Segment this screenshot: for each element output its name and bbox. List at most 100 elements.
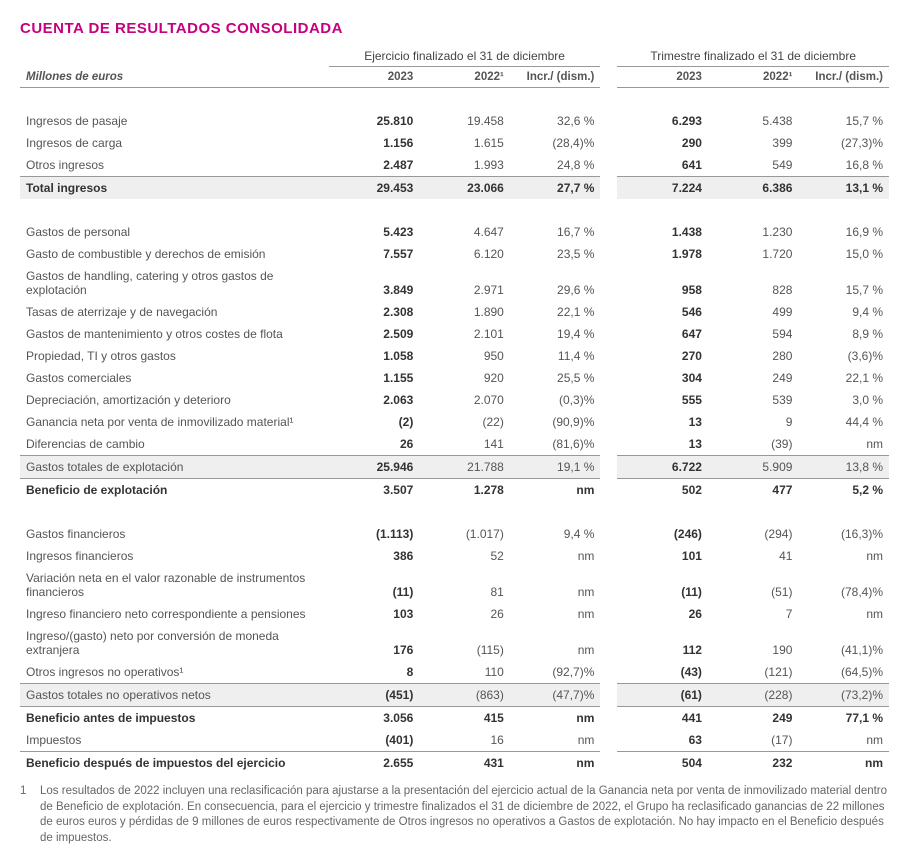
table-row: Gastos comerciales1.15592025,5 %30424922… xyxy=(20,367,889,389)
cell-yi: (81,6)% xyxy=(510,433,601,456)
cell-q22: 5.438 xyxy=(708,110,799,132)
table-row: Depreciación, amortización y deterioro2.… xyxy=(20,389,889,411)
cell-yi: 9,4 % xyxy=(510,523,601,545)
table-row: Gastos totales de explotación25.94621.78… xyxy=(20,456,889,479)
cell-qi: 13,1 % xyxy=(798,177,889,200)
cell-q22: (39) xyxy=(708,433,799,456)
cell-q22: 5.909 xyxy=(708,456,799,479)
cell-q23: 6.722 xyxy=(617,456,708,479)
table-row: Total ingresos29.45323.06627,7 %7.2246.3… xyxy=(20,177,889,200)
cell-q22: 280 xyxy=(708,345,799,367)
cell-y22: 16 xyxy=(419,729,510,752)
cell-qi: 16,8 % xyxy=(798,154,889,177)
row-label: Propiedad, TI y otros gastos xyxy=(20,345,329,367)
table-row: Variación neta en el valor razonable de … xyxy=(20,567,889,603)
cell-q23: 13 xyxy=(617,411,708,433)
row-label: Gastos de handling, catering y otros gas… xyxy=(20,265,329,301)
cell-q22: 1.720 xyxy=(708,243,799,265)
cell-qi: (16,3)% xyxy=(798,523,889,545)
cell-q22: 499 xyxy=(708,301,799,323)
cell-qi: 8,9 % xyxy=(798,323,889,345)
cell-q22: 828 xyxy=(708,265,799,301)
cell-y22: 21.788 xyxy=(419,456,510,479)
row-label: Ingresos financieros xyxy=(20,545,329,567)
cell-q23: 6.293 xyxy=(617,110,708,132)
cell-yi: 29,6 % xyxy=(510,265,601,301)
cell-y23: 26 xyxy=(329,433,420,456)
cell-y22: (863) xyxy=(419,684,510,707)
cell-y23: 103 xyxy=(329,603,420,625)
cell-q22: 249 xyxy=(708,707,799,730)
cell-yi: nm xyxy=(510,625,601,661)
cell-yi: nm xyxy=(510,567,601,603)
table-row: Ingreso financiero neto correspondiente … xyxy=(20,603,889,625)
cell-q22: 6.386 xyxy=(708,177,799,200)
cell-y22: 950 xyxy=(419,345,510,367)
row-label: Beneficio antes de impuestos xyxy=(20,707,329,730)
cell-qi: 22,1 % xyxy=(798,367,889,389)
cell-q22: 539 xyxy=(708,389,799,411)
cell-q23: 7.224 xyxy=(617,177,708,200)
cell-q23: 290 xyxy=(617,132,708,154)
cell-y23: 1.155 xyxy=(329,367,420,389)
cell-qi: 44,4 % xyxy=(798,411,889,433)
cell-q23: 1.978 xyxy=(617,243,708,265)
cell-qi: (27,3)% xyxy=(798,132,889,154)
cell-q22: 594 xyxy=(708,323,799,345)
table-row: Propiedad, TI y otros gastos1.05895011,4… xyxy=(20,345,889,367)
table-row xyxy=(20,501,889,523)
cell-y23: 2.487 xyxy=(329,154,420,177)
cell-q23: 647 xyxy=(617,323,708,345)
cell-qi: (3,6)% xyxy=(798,345,889,367)
cell-y23: 2.509 xyxy=(329,323,420,345)
cell-qi: 15,7 % xyxy=(798,265,889,301)
cell-q22: 399 xyxy=(708,132,799,154)
cell-qi: 13,8 % xyxy=(798,456,889,479)
cell-qi: 5,2 % xyxy=(798,479,889,502)
row-label: Ingresos de pasaje xyxy=(20,110,329,132)
cell-yi: 19,1 % xyxy=(510,456,601,479)
cell-yi: (0,3)% xyxy=(510,389,601,411)
row-label: Gastos de mantenimiento y otros costes d… xyxy=(20,323,329,345)
cell-y22: 431 xyxy=(419,752,510,775)
cell-q22: 190 xyxy=(708,625,799,661)
page-title: CUENTA DE RESULTADOS CONSOLIDADA xyxy=(20,20,889,37)
cell-y22: (115) xyxy=(419,625,510,661)
cell-q22: 9 xyxy=(708,411,799,433)
cell-y22: 1.993 xyxy=(419,154,510,177)
cell-qi: 3,0 % xyxy=(798,389,889,411)
row-label: Gasto de combustible y derechos de emisi… xyxy=(20,243,329,265)
row-label: Ingreso/(gasto) neto por conversión de m… xyxy=(20,625,329,661)
cell-q23: 504 xyxy=(617,752,708,775)
cell-y23: 3.507 xyxy=(329,479,420,502)
cell-yi: nm xyxy=(510,729,601,752)
row-label: Ingreso financiero neto correspondiente … xyxy=(20,603,329,625)
cell-yi: 22,1 % xyxy=(510,301,601,323)
cell-q23: 26 xyxy=(617,603,708,625)
table-row: Ingresos de pasaje25.81019.45832,6 %6.29… xyxy=(20,110,889,132)
cell-y22: 415 xyxy=(419,707,510,730)
table-row: Gastos de handling, catering y otros gas… xyxy=(20,265,889,301)
cell-y22: 4.647 xyxy=(419,221,510,243)
cell-y22: 1.278 xyxy=(419,479,510,502)
cell-yi: 24,8 % xyxy=(510,154,601,177)
cell-y23: (11) xyxy=(329,567,420,603)
cell-qi: nm xyxy=(798,603,889,625)
cell-y22: 52 xyxy=(419,545,510,567)
cell-yi: (90,9)% xyxy=(510,411,601,433)
cell-q23: 1.438 xyxy=(617,221,708,243)
cell-q22: (294) xyxy=(708,523,799,545)
row-label: Ingresos de carga xyxy=(20,132,329,154)
cell-y23: 3.056 xyxy=(329,707,420,730)
cell-yi: nm xyxy=(510,707,601,730)
cell-q22: 549 xyxy=(708,154,799,177)
cell-yi: (92,7)% xyxy=(510,661,601,684)
cell-y23: (1.113) xyxy=(329,523,420,545)
cell-yi: 11,4 % xyxy=(510,345,601,367)
table-row: Ingresos financieros38652nm10141nm xyxy=(20,545,889,567)
cell-y22: 1.890 xyxy=(419,301,510,323)
period-year-header: Ejercicio finalizado el 31 de diciembre xyxy=(329,45,601,67)
cell-qi: 15,0 % xyxy=(798,243,889,265)
cell-yi: 32,6 % xyxy=(510,110,601,132)
row-label: Otros ingresos no operativos¹ xyxy=(20,661,329,684)
